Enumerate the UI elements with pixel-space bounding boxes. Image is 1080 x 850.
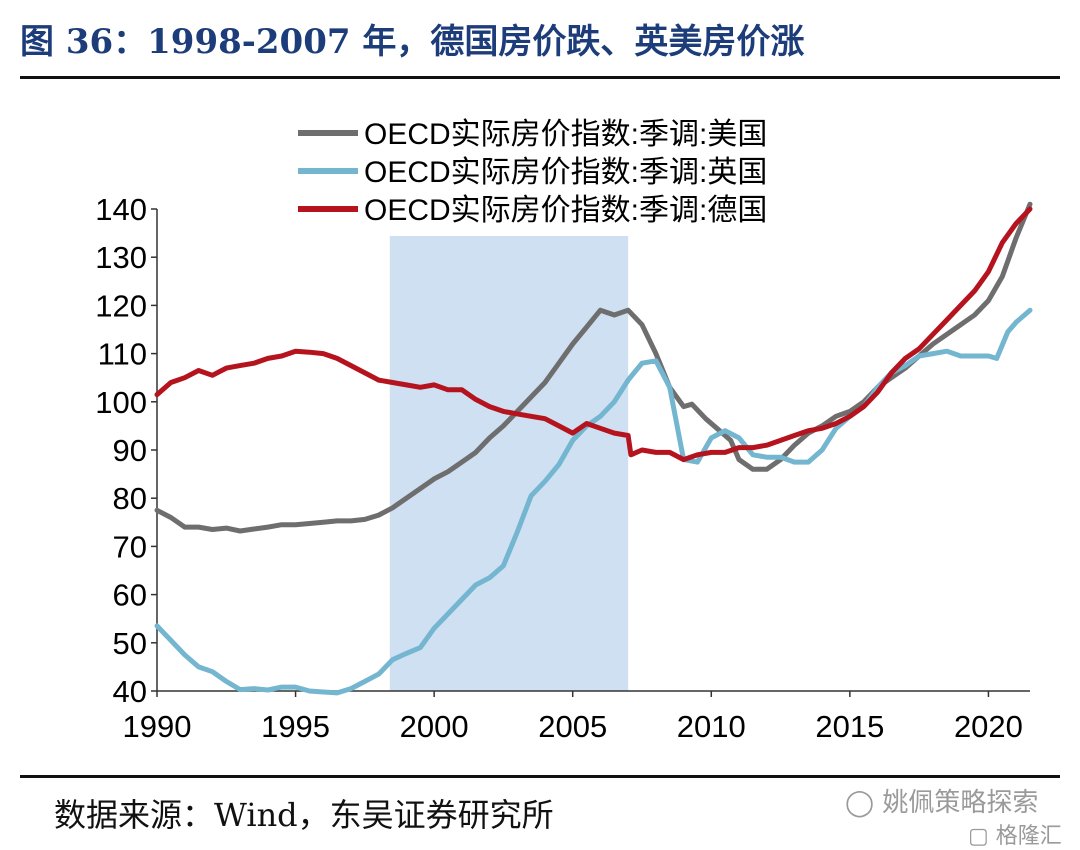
series-line-2 (154, 206, 1033, 463)
wechat-icon: ◯ (845, 788, 875, 818)
site-watermark: ▢ 格隆汇 (968, 818, 1062, 850)
y-tick-label: 80 (113, 481, 147, 516)
y-tick-label: 110 (98, 337, 147, 372)
y-tick-label: 130 (95, 240, 147, 275)
legend-label-2: OECD实际房价指数:季调:德国 (364, 194, 767, 227)
source-divider (20, 775, 1060, 778)
highlight-band (389, 236, 629, 691)
x-tick-label: 2015 (815, 709, 884, 744)
x-tick-label: 1990 (123, 709, 192, 744)
y-tick-label: 60 (113, 578, 147, 613)
wechat-watermark-label: 姚佩策略探索 (882, 788, 1039, 818)
legend-label-0: OECD实际房价指数:季调:美国 (364, 118, 767, 151)
series-lines (154, 201, 1033, 696)
y-tick-label: 70 (113, 529, 147, 564)
chart-axes: 40 50 60 70 80 90 100 110 120 130 140 1990 1995 2000 2… (95, 192, 1030, 744)
x-tick-label: 2010 (677, 709, 746, 744)
y-tick-label: 140 (95, 192, 147, 227)
site-logo-icon: ▢ (968, 824, 989, 849)
line-chart: 40 50 60 70 80 90 100 110 120 130 140 1990 1995 2000 2… (95, 118, 1033, 744)
x-tick-label: 2000 (400, 709, 469, 744)
y-tick-label: 50 (113, 626, 147, 661)
title-divider (20, 76, 1060, 79)
y-tick-label: 90 (113, 433, 147, 468)
site-watermark-label: 格隆汇 (995, 824, 1062, 849)
x-tick-label: 1995 (261, 709, 330, 744)
legend-label-1: OECD实际房价指数:季调:英国 (364, 156, 767, 189)
chart-legend: OECD实际房价指数:季调:美国 OECD实际房价指数:季调:英国 OECD实际房价… (298, 118, 767, 227)
y-tick-label: 120 (95, 288, 147, 323)
wechat-watermark: ◯ 姚佩策略探索 (845, 782, 1038, 819)
source-note: 数据来源：Wind，东吴证券研究所 (54, 796, 554, 834)
x-tick-label: 2005 (538, 709, 607, 744)
x-tick-label: 2020 (954, 709, 1023, 744)
y-tick-label: 100 (95, 385, 147, 420)
page-title: 图 36：1998-2007 年，德国房价跌、英美房价涨 (20, 22, 805, 62)
y-tick-label: 40 (113, 674, 147, 709)
